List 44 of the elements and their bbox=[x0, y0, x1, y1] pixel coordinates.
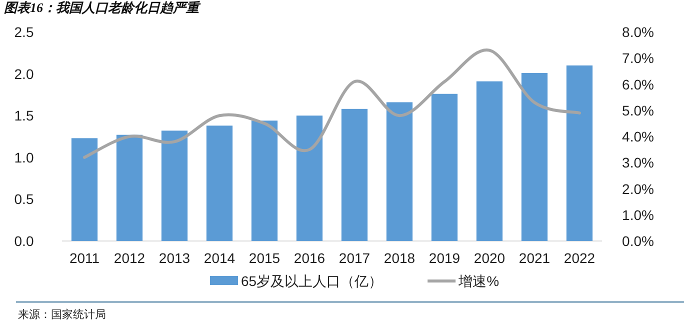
bar bbox=[476, 81, 503, 241]
y-tick-label: 1.0 bbox=[14, 149, 34, 166]
legend-label: 增速% bbox=[458, 273, 500, 289]
bar bbox=[386, 102, 413, 241]
y2-tick-label: 6.0% bbox=[622, 76, 654, 92]
y2-tick-label: 0.0% bbox=[622, 233, 654, 249]
y2-tick-label: 7.0% bbox=[622, 50, 654, 66]
chart-title: 图表16：我国人口老龄化日趋严重 bbox=[4, 0, 201, 15]
y2-tick-label: 4.0% bbox=[622, 128, 654, 144]
bar bbox=[431, 94, 458, 241]
y-tick-label: 2.5 bbox=[14, 24, 34, 40]
x-tick-label: 2012 bbox=[114, 250, 146, 266]
y-tick-label: 0.0 bbox=[14, 233, 34, 249]
x-tick-label: 2020 bbox=[474, 250, 506, 266]
bar bbox=[566, 65, 593, 241]
legend-label: 65岁及以上人口（亿） bbox=[241, 273, 383, 289]
bar bbox=[521, 72, 548, 241]
x-tick-label: 2016 bbox=[294, 250, 326, 266]
bar bbox=[161, 130, 188, 241]
bar bbox=[341, 108, 368, 241]
x-tick-label: 2018 bbox=[384, 250, 416, 266]
line-series bbox=[83, 48, 581, 159]
x-tick-label: 2015 bbox=[248, 250, 280, 266]
y2-tick-label: 2.0% bbox=[622, 180, 654, 197]
bar bbox=[251, 120, 278, 241]
y2-tick-label: 1.0% bbox=[622, 206, 654, 223]
x-tick-label: 2014 bbox=[204, 250, 236, 266]
y-tick-label: 0.5 bbox=[14, 191, 34, 208]
x-tick-label: 2017 bbox=[338, 250, 370, 266]
y2-tick-label: 8.0% bbox=[622, 24, 654, 40]
bar bbox=[296, 116, 323, 241]
y-tick-label: 2.0 bbox=[14, 66, 34, 82]
y2-tick-label: 3.0% bbox=[622, 154, 654, 171]
y2-tick-label: 5.0% bbox=[622, 102, 654, 118]
x-tick-label: 2011 bbox=[69, 250, 100, 266]
y-tick-label: 1.5 bbox=[14, 108, 34, 124]
bar bbox=[71, 138, 98, 241]
source-note: 来源：国家统计局 bbox=[18, 308, 106, 321]
bar bbox=[116, 134, 143, 241]
x-tick-label: 2019 bbox=[428, 250, 460, 266]
x-tick-label: 2021 bbox=[518, 250, 550, 266]
bar bbox=[206, 126, 233, 241]
x-tick-label: 2022 bbox=[564, 250, 596, 266]
x-tick-label: 2013 bbox=[158, 250, 190, 266]
